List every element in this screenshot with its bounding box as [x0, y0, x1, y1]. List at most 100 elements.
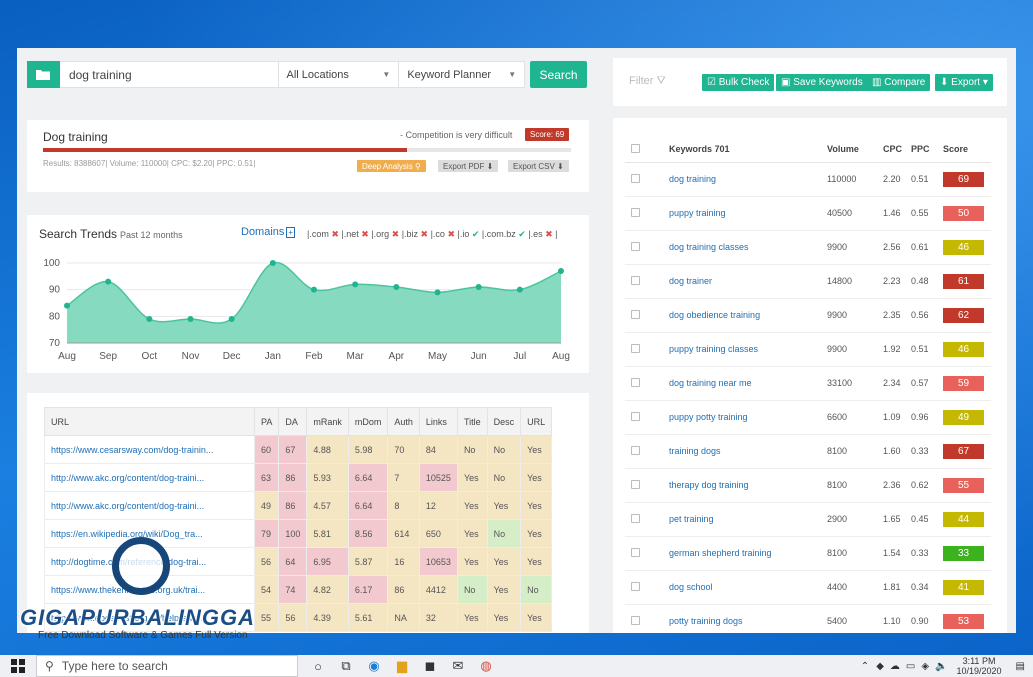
row-checkbox[interactable]: [631, 275, 640, 285]
keyword-link[interactable]: dog trainer: [669, 276, 713, 286]
keyword-row: dog school 4400 1.81 0.34 41: [625, 570, 991, 605]
y-tick-label: 90: [49, 285, 61, 296]
cortana-icon[interactable]: ○: [314, 658, 322, 674]
data-point: [146, 316, 153, 322]
edge-browser-icon[interactable]: ◉: [368, 658, 380, 673]
clock[interactable]: 3:11 PM 10/19/2020: [957, 656, 1002, 676]
export-pdf-button[interactable]: Export PDF ⬇: [438, 160, 499, 172]
store-icon[interactable]: ◼: [424, 658, 436, 673]
serp-column-header[interactable]: URL: [520, 407, 553, 436]
serp-url-link[interactable]: http://www.akc.org/content/dog-traini...: [44, 491, 255, 520]
deep-analysis-button[interactable]: Deep Analysis ⚲: [357, 160, 426, 172]
row-checkbox-cell: [625, 434, 669, 469]
close-icon: ✖: [444, 229, 458, 239]
task-view-icon[interactable]: ⧉: [341, 658, 351, 673]
row-checkbox[interactable]: [631, 241, 640, 251]
row-checkbox[interactable]: [631, 207, 640, 217]
serp-column-header[interactable]: mDom: [347, 407, 389, 436]
ppc-cell-wrap: 0.56: [911, 298, 943, 333]
domains-toggle[interactable]: Domains +: [241, 226, 296, 238]
checkbox-icon[interactable]: [631, 143, 640, 153]
keyword-input[interactable]: dog training: [59, 61, 279, 88]
row-checkbox[interactable]: [631, 479, 640, 489]
mail-icon[interactable]: ✉: [452, 658, 464, 673]
filter-button[interactable]: Filter ⛛: [629, 75, 666, 88]
serp-row: http://www.akc.org/content/dog-traini...…: [44, 463, 553, 492]
keyword-link[interactable]: dog obedience training: [669, 310, 761, 320]
battery-icon[interactable]: ▭: [905, 660, 916, 672]
keyword-toolbar: Filter ⛛ ☑ Bulk Check ▣ Save Keywords ▥ …: [613, 58, 1007, 106]
keyword-link[interactable]: puppy potty training: [669, 412, 748, 422]
domain-item: |.net: [341, 229, 359, 239]
row-checkbox[interactable]: [631, 173, 640, 183]
keyword-column-header[interactable]: Score: [943, 137, 991, 163]
keyword-column-header[interactable]: Volume: [827, 137, 883, 163]
volume-icon[interactable]: 🔈: [935, 660, 948, 672]
chrome-browser-icon[interactable]: ◍: [480, 658, 492, 673]
keyword-link[interactable]: german shepherd training: [669, 548, 772, 558]
serp-column-header[interactable]: DA: [278, 407, 308, 436]
keyword-column-header[interactable]: PPC: [911, 137, 943, 163]
save-keywords-button[interactable]: ▣ Save Keywords: [776, 74, 868, 91]
folder-icon[interactable]: [27, 61, 60, 88]
keyword-title: Dog training: [43, 130, 108, 144]
ppc-cell-wrap: 0.33: [911, 434, 943, 469]
serp-column-header[interactable]: URL: [44, 407, 255, 436]
windows-start-button[interactable]: [0, 655, 36, 677]
ppc-cell: 0.33: [911, 548, 929, 558]
ppc-cell-wrap: 0.45: [911, 502, 943, 537]
keyword-link[interactable]: dog training: [669, 174, 717, 184]
bulk-check-button[interactable]: ☑ Bulk Check: [702, 74, 775, 91]
serp-metric-cell: 63: [253, 463, 280, 492]
chevron-up-icon[interactable]: ⌃: [860, 660, 870, 672]
row-checkbox[interactable]: [631, 343, 640, 353]
keyword-link[interactable]: pet training: [669, 514, 714, 524]
volume-cell: 40500: [827, 208, 853, 218]
search-button[interactable]: Search: [530, 61, 587, 88]
cloud-icon[interactable]: ☁: [889, 660, 900, 672]
source-select[interactable]: Keyword Planner ▼: [399, 61, 526, 88]
keyword-column-header[interactable]: Keywords 701: [669, 137, 827, 163]
compare-label: Compare: [884, 77, 926, 88]
export-csv-button[interactable]: Export CSV ⬇: [508, 160, 569, 172]
serp-column-header[interactable]: Title: [456, 407, 488, 436]
row-checkbox[interactable]: [631, 309, 640, 319]
location-select[interactable]: All Locations ▼: [278, 61, 400, 88]
row-checkbox[interactable]: [631, 581, 640, 591]
keyword-link[interactable]: dog training classes: [669, 242, 749, 252]
select-all-checkbox[interactable]: [625, 137, 669, 163]
row-checkbox-cell: [625, 162, 669, 197]
taskbar-search-box[interactable]: ⚲ Type here to search: [36, 655, 298, 677]
serp-column-header[interactable]: mRank: [306, 407, 349, 436]
file-explorer-icon[interactable]: ▆: [397, 658, 407, 673]
serp-column-header[interactable]: PA: [253, 407, 280, 436]
row-checkbox[interactable]: [631, 377, 640, 387]
notifications-icon[interactable]: ▤: [1015, 660, 1025, 672]
network-icon[interactable]: ◈: [921, 660, 930, 672]
keyword-link[interactable]: dog training near me: [669, 378, 752, 388]
row-checkbox[interactable]: [631, 513, 640, 523]
serp-column-header[interactable]: Links: [418, 407, 458, 436]
keyword-link[interactable]: potty training dogs: [669, 616, 743, 626]
row-checkbox[interactable]: [631, 547, 640, 557]
keyword-link[interactable]: therapy dog training: [669, 480, 749, 490]
row-checkbox[interactable]: [631, 615, 640, 625]
serp-url-link[interactable]: https://www.cesarsway.com/dog-trainin...: [44, 435, 255, 464]
keyword-row: puppy training classes 9900 1.92 0.51 46: [625, 332, 991, 367]
keyword-link[interactable]: puppy training: [669, 208, 726, 218]
row-checkbox[interactable]: [631, 411, 640, 421]
keyword-link[interactable]: training dogs: [669, 446, 721, 456]
export-button[interactable]: ⬇ Export ▾: [935, 74, 993, 91]
score-badge: Score: 69: [525, 128, 570, 141]
keyword-link[interactable]: puppy training classes: [669, 344, 759, 354]
row-checkbox[interactable]: [631, 445, 640, 455]
keyword-column-header[interactable]: CPC: [883, 137, 911, 163]
serp-url-link[interactable]: http://www.akc.org/content/dog-traini...: [44, 463, 255, 492]
keyword-link[interactable]: dog school: [669, 582, 713, 592]
compare-button[interactable]: ▥ Compare: [867, 74, 931, 91]
cpc-cell: 1.92: [883, 344, 901, 354]
serp-metric-cell: 86: [278, 491, 308, 520]
dropbox-icon[interactable]: ◆: [876, 660, 884, 672]
serp-column-header[interactable]: Desc: [486, 407, 522, 436]
serp-column-header[interactable]: Auth: [387, 407, 420, 436]
